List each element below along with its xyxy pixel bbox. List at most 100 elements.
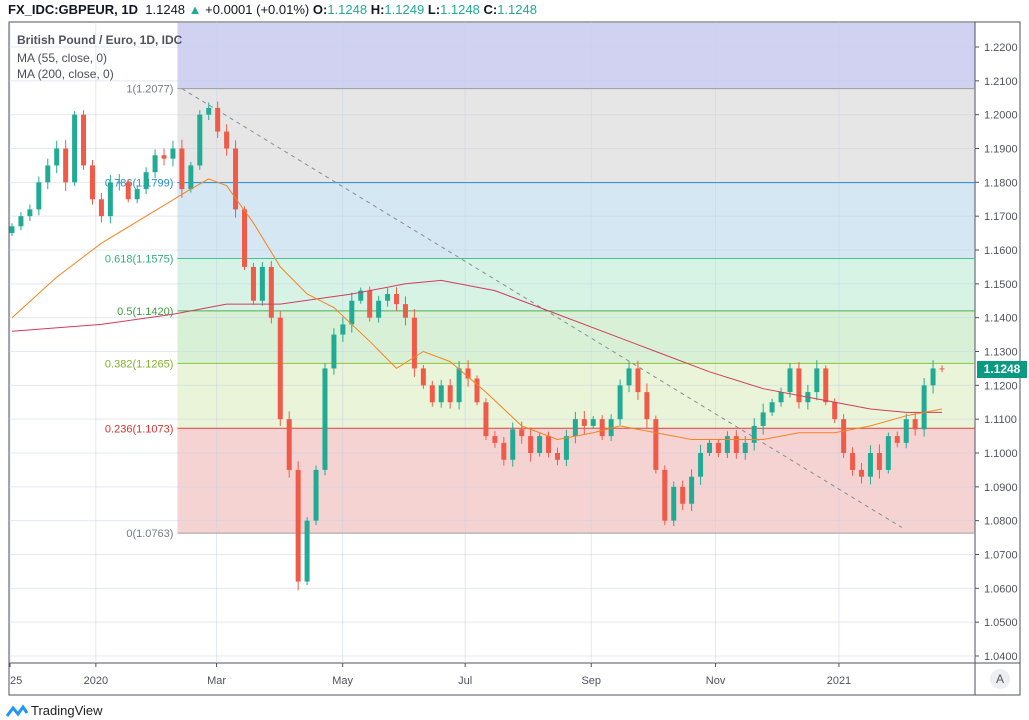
fib-zone [177, 363, 976, 429]
fib-level-label: 0.382(1.1265) [105, 358, 174, 370]
candle-body [751, 425, 757, 443]
candle-body [295, 469, 301, 582]
candle-body [215, 107, 221, 132]
tradingview-branding[interactable]: TradingView [6, 703, 103, 718]
legend-ma55[interactable]: MA (55, close, 0) [17, 51, 108, 65]
candle-body [385, 293, 391, 301]
candle-body [885, 436, 891, 470]
time-tick-label: 2020 [84, 675, 108, 687]
candle-body [125, 182, 131, 200]
candle-body [474, 378, 480, 403]
candle-body [286, 419, 292, 470]
candle-body [63, 148, 69, 183]
candle-body [98, 199, 104, 217]
price-tick-label: 1.0900 [984, 482, 1018, 494]
price-tick-label: 1.0700 [984, 549, 1018, 561]
candle-body [45, 165, 51, 183]
candle-body [483, 402, 489, 437]
fib-level-label: 0(1.0763) [126, 528, 173, 540]
time-tick-label: 2021 [827, 675, 851, 687]
grid-lines [8, 21, 1021, 696]
candle-body [161, 155, 167, 159]
candle-body [930, 368, 936, 386]
candle-body [608, 419, 614, 437]
price-tick-label: 1.1300 [984, 346, 1018, 358]
candle-body [635, 368, 641, 393]
price-tick-label: 1.2200 [984, 42, 1018, 54]
candle-body [796, 368, 802, 403]
candle-body [644, 392, 650, 420]
candle-body [411, 317, 417, 369]
candle-body [268, 266, 274, 318]
price-tick-label: 1.1200 [984, 380, 1018, 392]
fib-level-label: 1(1.2077) [126, 84, 173, 96]
time-tick-label: 25 [10, 675, 22, 687]
fib-level-label: 0.786(1.1799) [105, 178, 174, 190]
candle-body [367, 290, 373, 318]
close-label: C: [483, 2, 498, 17]
candle-body [528, 436, 534, 453]
candle-body [554, 452, 560, 460]
legend-ma200[interactable]: MA (200, close, 0) [17, 67, 114, 81]
candle-body [465, 368, 471, 379]
candle-body [233, 148, 239, 210]
candle-body [89, 165, 95, 200]
price-tick-label: 1.1700 [984, 211, 1018, 223]
candle-body [259, 266, 265, 301]
candle-body [841, 419, 847, 453]
candle-body [769, 402, 775, 413]
last-price-tag: 1.1248 [977, 361, 1027, 378]
candle-body [54, 148, 60, 166]
high-value: 1.1249 [384, 2, 425, 17]
candle-body [733, 436, 739, 453]
candle-body [447, 385, 453, 403]
candle-body [250, 266, 256, 301]
candle-body [116, 182, 122, 184]
fib-zone [177, 310, 976, 364]
auto-scale-button[interactable]: A [990, 669, 1010, 689]
fib-level-label: 0.5(1.1420) [117, 306, 173, 318]
candle-body [107, 182, 113, 217]
candle-body [519, 429, 525, 437]
candle-body [867, 452, 873, 477]
price-tick-label: 1.1500 [984, 279, 1018, 291]
symbol-name: FX_IDC:GBPEUR, 1D [8, 2, 139, 17]
price-tick-label: 1.1400 [984, 313, 1018, 325]
candle-body [27, 209, 33, 217]
candle-body [823, 368, 829, 403]
candle-body [778, 392, 784, 403]
fib-zone [177, 88, 976, 183]
price-tick-label: 1.1600 [984, 245, 1018, 257]
time-tick-label: May [332, 675, 353, 687]
up-arrow-icon: ▲ [188, 2, 202, 17]
fib-zone-top [177, 23, 976, 89]
price-change: +0.0001 (+0.01%) [205, 2, 310, 17]
candle-body [698, 452, 704, 477]
time-tick-label: Jul [458, 675, 472, 687]
candle-body [501, 442, 507, 460]
fib-level-label: 0.618(1.1575) [105, 253, 174, 265]
candle-body [939, 368, 945, 370]
candle-body [331, 334, 337, 369]
candle-body [546, 436, 552, 453]
price-tick-label: 1.0400 [984, 651, 1018, 663]
price-tick-label: 1.2100 [984, 76, 1018, 88]
candle-body [626, 368, 632, 386]
time-tick-label: Mar [207, 675, 226, 687]
candle-body [599, 419, 605, 437]
time-axis: 25 2020 Mar May Jul Sep Nov 2021 [9, 663, 851, 687]
price-tick-label: 1.1000 [984, 448, 1018, 460]
candle-body [36, 182, 42, 210]
price-tick-label: 1.1800 [984, 177, 1018, 189]
candle-body [876, 452, 882, 470]
candle-body [242, 209, 247, 267]
candle-body [188, 165, 194, 190]
price-tick-label: 1.1100 [984, 414, 1017, 426]
fib-zone [177, 258, 976, 311]
candle-body [903, 419, 909, 443]
candle-body [304, 520, 310, 582]
time-tick-label: Nov [706, 675, 726, 687]
candle-body [653, 419, 659, 470]
